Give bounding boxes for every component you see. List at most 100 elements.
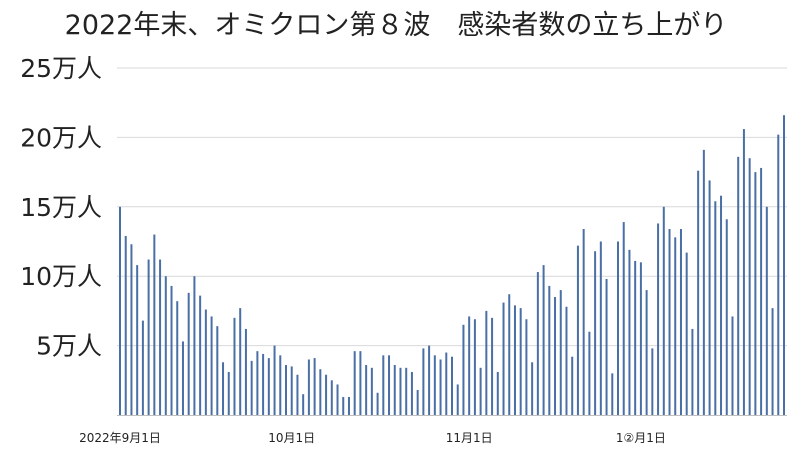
bar <box>216 326 219 415</box>
bar <box>617 241 619 415</box>
bar <box>273 345 276 415</box>
bar <box>548 285 551 415</box>
bar <box>588 331 591 415</box>
bar <box>594 251 597 415</box>
bar <box>319 369 322 415</box>
bar <box>244 328 247 415</box>
y-tick-label: 25万人 <box>20 54 102 83</box>
bar <box>204 309 207 415</box>
bar <box>685 252 688 415</box>
bar <box>742 129 745 415</box>
bar <box>702 149 705 415</box>
bar <box>668 229 671 415</box>
bar <box>571 356 574 415</box>
bar <box>210 316 213 415</box>
bar <box>748 158 751 415</box>
bars <box>119 115 785 415</box>
bar <box>399 367 402 415</box>
bar <box>136 265 139 415</box>
y-tick-label: 10万人 <box>20 262 102 291</box>
bar <box>267 358 270 415</box>
bar <box>508 294 511 415</box>
bar <box>691 328 694 415</box>
bar <box>565 306 568 415</box>
bar <box>119 206 121 415</box>
bar <box>531 362 534 415</box>
bar <box>473 319 476 415</box>
bar <box>130 244 133 415</box>
bar <box>393 365 396 415</box>
y-tick-label: 15万人 <box>20 193 102 222</box>
bar <box>222 362 225 415</box>
y-tick-label: 20万人 <box>20 123 102 152</box>
chart-title: 2022年末、オミクロン第８波 感染者数の立ち上がり <box>65 10 728 41</box>
bar <box>634 260 637 415</box>
bar <box>285 365 287 415</box>
bar <box>502 302 505 415</box>
bar <box>725 219 728 415</box>
bar <box>760 167 763 415</box>
bar <box>559 290 562 415</box>
bar <box>330 380 333 415</box>
bar <box>353 351 356 415</box>
bar <box>754 172 757 415</box>
bar <box>170 285 173 415</box>
bar <box>336 384 339 415</box>
bar <box>485 310 488 415</box>
bar <box>376 392 379 415</box>
bar <box>313 358 316 415</box>
bar <box>422 348 425 415</box>
bar <box>141 320 144 415</box>
bar <box>737 156 740 415</box>
bar <box>525 319 528 415</box>
bar <box>714 201 717 415</box>
bar <box>359 351 362 415</box>
bar <box>439 359 442 415</box>
bar <box>720 195 723 415</box>
bar <box>290 366 293 415</box>
x-tick-label: 2022年9月1日 <box>79 431 161 445</box>
bar <box>674 237 677 415</box>
x-axis-labels: 2022年9月1日 10月1日 11月1日 1②月1日 <box>79 431 666 445</box>
bar <box>451 356 453 415</box>
bar <box>256 351 259 415</box>
bar <box>250 360 253 415</box>
bar <box>599 241 602 415</box>
bar <box>708 180 711 415</box>
bar <box>296 374 299 415</box>
x-tick-label: 10月1日 <box>268 431 315 445</box>
bar <box>582 229 585 415</box>
bar <box>536 272 539 415</box>
bar <box>657 223 660 415</box>
bar <box>227 371 230 415</box>
bar <box>662 206 665 415</box>
bar <box>416 390 419 415</box>
bar <box>405 367 408 415</box>
bar <box>697 170 700 415</box>
bar <box>622 222 625 415</box>
bar <box>651 348 654 415</box>
bar <box>347 396 350 415</box>
bar <box>783 115 785 415</box>
bar <box>410 371 413 415</box>
bar <box>181 341 184 415</box>
bar <box>496 371 499 415</box>
bar <box>731 316 734 415</box>
bar <box>199 295 202 415</box>
bar <box>193 276 196 415</box>
y-tick-label: 5万人 <box>36 332 102 361</box>
x-tick-label: 11月1日 <box>446 431 493 445</box>
bar <box>456 384 459 415</box>
bar <box>491 317 494 415</box>
bar <box>645 290 648 415</box>
bar <box>342 396 345 415</box>
bar <box>605 278 608 415</box>
bar <box>159 259 162 415</box>
bar <box>433 355 436 415</box>
bar <box>153 234 156 415</box>
x-tick-label: 1②月1日 <box>616 431 666 445</box>
bar <box>147 259 150 415</box>
bar <box>187 292 190 415</box>
bar <box>628 249 631 415</box>
